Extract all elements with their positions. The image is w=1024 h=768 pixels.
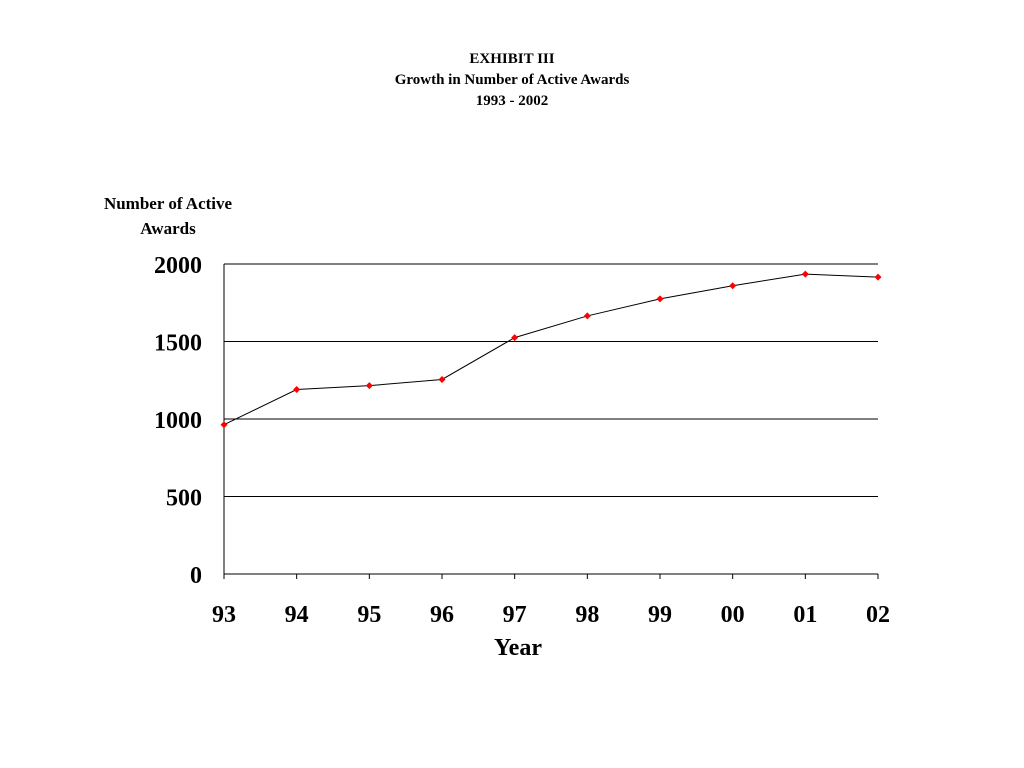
x-tick-label: 94 bbox=[285, 602, 309, 628]
chart-title-block: EXHIBIT III Growth in Number of Active A… bbox=[0, 49, 1024, 112]
data-point-marker bbox=[220, 421, 228, 429]
x-tick-label: 99 bbox=[648, 602, 672, 628]
gridlines bbox=[224, 263, 878, 497]
x-axis-title: Year bbox=[494, 635, 542, 661]
axis-titles: Number of Active Awards Year bbox=[104, 194, 542, 661]
data-point-marker bbox=[801, 270, 809, 278]
axes bbox=[223, 264, 878, 579]
data-series bbox=[220, 270, 882, 429]
data-point-marker bbox=[729, 282, 737, 290]
data-point-marker bbox=[656, 295, 664, 303]
y-tick-label: 1000 bbox=[154, 408, 202, 434]
y-axis-title-line-2: Awards bbox=[140, 219, 196, 238]
chart-title: EXHIBIT III bbox=[469, 51, 555, 67]
x-tick-label: 95 bbox=[357, 602, 381, 628]
x-tick-label: 93 bbox=[212, 602, 236, 628]
data-point-marker bbox=[438, 375, 446, 383]
data-point-marker bbox=[511, 334, 519, 342]
y-tick-labels: 0 500 1000 1500 2000 bbox=[154, 253, 202, 589]
x-tick-label: 00 bbox=[721, 602, 745, 628]
data-point-marker bbox=[293, 386, 301, 394]
x-tick-label: 01 bbox=[793, 602, 817, 628]
y-tick-label: 2000 bbox=[154, 253, 202, 279]
data-point-marker bbox=[874, 273, 882, 281]
x-tick-label: 02 bbox=[866, 602, 890, 628]
series-line bbox=[223, 273, 879, 426]
x-tick-label: 96 bbox=[430, 602, 454, 628]
data-point-marker bbox=[583, 312, 591, 320]
y-tick-label: 1500 bbox=[154, 331, 202, 357]
chart-subtitle: Growth in Number of Active Awards bbox=[394, 72, 630, 88]
data-point-marker bbox=[365, 382, 373, 390]
y-tick-label: 500 bbox=[166, 486, 202, 512]
y-tick-label: 0 bbox=[190, 563, 202, 589]
chart-period: 1993 - 2002 bbox=[475, 93, 549, 109]
x-tick-label: 97 bbox=[503, 602, 527, 628]
x-tick-label: 98 bbox=[575, 602, 599, 628]
y-axis-title-line-1: Number of Active bbox=[104, 194, 233, 213]
x-tick-labels: 93 94 95 96 97 98 99 00 01 02 bbox=[212, 574, 890, 628]
